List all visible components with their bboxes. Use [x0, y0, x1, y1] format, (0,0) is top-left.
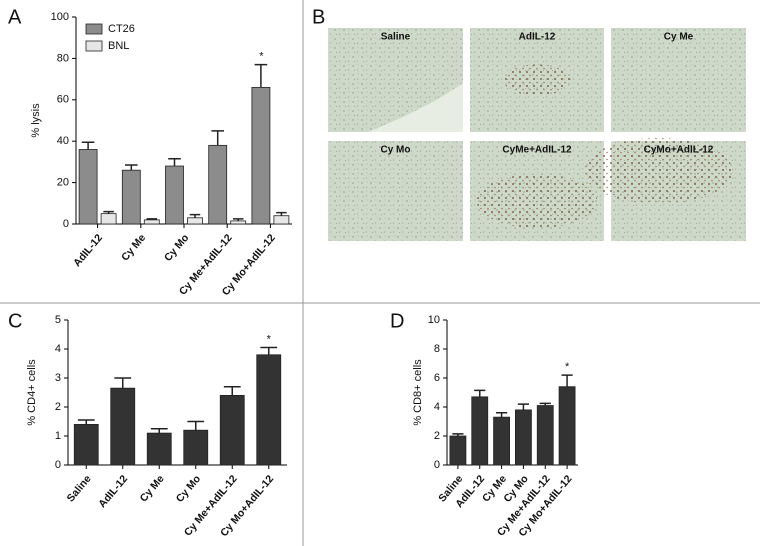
y-tick-label: 80 — [57, 52, 69, 64]
y-tick-label: 8 — [434, 343, 440, 355]
y-tick-label: 4 — [434, 401, 440, 413]
y-axis-title: % CD8+ cells — [412, 359, 424, 426]
error-bar — [452, 433, 464, 436]
bar — [78, 149, 98, 225]
y-tick-label: 2 — [55, 401, 61, 413]
y-tick-label: 1 — [55, 430, 61, 442]
bar — [110, 387, 136, 466]
error-bar — [561, 374, 573, 387]
x-tick-label: AdIL-12 — [96, 473, 130, 510]
annotation: * — [565, 361, 570, 373]
error-bar — [223, 385, 241, 396]
tissue-edge — [368, 83, 463, 132]
y-axis-title: % CD4+ cells — [26, 359, 38, 426]
y-tick-label: 0 — [55, 459, 61, 471]
y-tick-label: 5 — [55, 314, 61, 326]
bar — [219, 394, 245, 466]
legend-label: BNL — [108, 40, 129, 52]
bar — [146, 432, 172, 466]
bar — [100, 213, 117, 225]
x-tick-label: Cy Me — [138, 473, 167, 505]
micrograph-label: Cy Me — [664, 32, 694, 43]
bar — [208, 144, 228, 225]
y-tick-label: 4 — [55, 343, 61, 355]
error-bar — [103, 210, 114, 214]
y-tick-label: 6 — [434, 372, 440, 384]
error-bar — [260, 346, 278, 355]
bar — [187, 217, 203, 225]
legend-swatch — [85, 40, 103, 52]
micrograph-grid: Saline AdIL-12 Cy Me Cy Mo CyMe+AdIL-12 CyMo+… — [328, 28, 746, 241]
error-bar — [81, 141, 95, 150]
annotation: * — [259, 51, 264, 63]
micrograph-label: CyMe+AdIL-12 — [502, 145, 572, 156]
error-bar — [254, 63, 268, 88]
y-tick-label: 20 — [57, 177, 69, 189]
error-bar — [168, 158, 181, 167]
legend-swatch — [85, 23, 103, 35]
y-tick-label: 2 — [434, 430, 440, 442]
error-bar — [474, 389, 486, 397]
error-bar — [114, 377, 132, 389]
bar — [515, 409, 532, 466]
error-bar — [189, 213, 201, 218]
bar — [121, 169, 141, 225]
error-bar — [495, 412, 508, 418]
y-tick-label: 0 — [63, 218, 69, 230]
y-tick-label: 0 — [434, 459, 440, 471]
y-axis-title: % lysis — [30, 103, 42, 138]
error-bar — [150, 428, 168, 434]
panel-letter: C — [8, 310, 22, 332]
y-tick-label: 10 — [428, 314, 440, 326]
legend-label: CT26 — [108, 23, 135, 35]
bar — [183, 429, 209, 466]
x-tick-label: Cy Me — [119, 232, 148, 264]
bar — [143, 219, 160, 225]
stain-region — [503, 64, 571, 96]
error-bar — [539, 402, 551, 406]
stain-region — [476, 174, 598, 228]
error-bar — [276, 211, 287, 216]
bar — [449, 435, 467, 466]
micrograph-label: CyMo+AdIL-12 — [644, 145, 714, 156]
error-bar — [517, 403, 530, 410]
bar — [536, 405, 554, 466]
bar — [558, 386, 576, 466]
error-bar — [146, 218, 158, 220]
bar — [251, 86, 271, 225]
x-tick-label: Cy Mo — [174, 473, 203, 505]
y-tick-label: 100 — [51, 11, 69, 23]
error-bar — [232, 218, 244, 221]
stain-region — [584, 138, 733, 204]
micrograph — [328, 141, 463, 241]
bar — [73, 423, 99, 466]
y-tick-label: 40 — [57, 135, 69, 147]
x-tick-label: Cy Mo — [162, 232, 191, 264]
y-tick-label: 60 — [57, 94, 69, 106]
panel-letter: A — [8, 6, 22, 28]
y-tick-label: 3 — [55, 372, 61, 384]
error-bar — [125, 164, 138, 171]
bar — [165, 165, 184, 225]
micrograph — [611, 28, 746, 132]
micrograph-label: Cy Mo — [381, 145, 411, 156]
micrograph-label: Saline — [381, 32, 411, 43]
bar — [256, 354, 282, 466]
x-tick-label: Saline — [65, 473, 94, 505]
x-tick-label: AdIL-12 — [71, 232, 105, 269]
error-bar — [77, 419, 95, 425]
bar — [273, 215, 290, 225]
panel-letter: D — [390, 310, 404, 332]
error-bar — [211, 130, 224, 146]
annotation: * — [267, 333, 272, 345]
bar — [471, 396, 489, 466]
panel-letter: B — [312, 6, 325, 28]
bar — [493, 416, 510, 466]
error-bar — [187, 420, 205, 431]
bar — [230, 220, 247, 225]
micrograph-label: AdIL-12 — [519, 32, 556, 43]
